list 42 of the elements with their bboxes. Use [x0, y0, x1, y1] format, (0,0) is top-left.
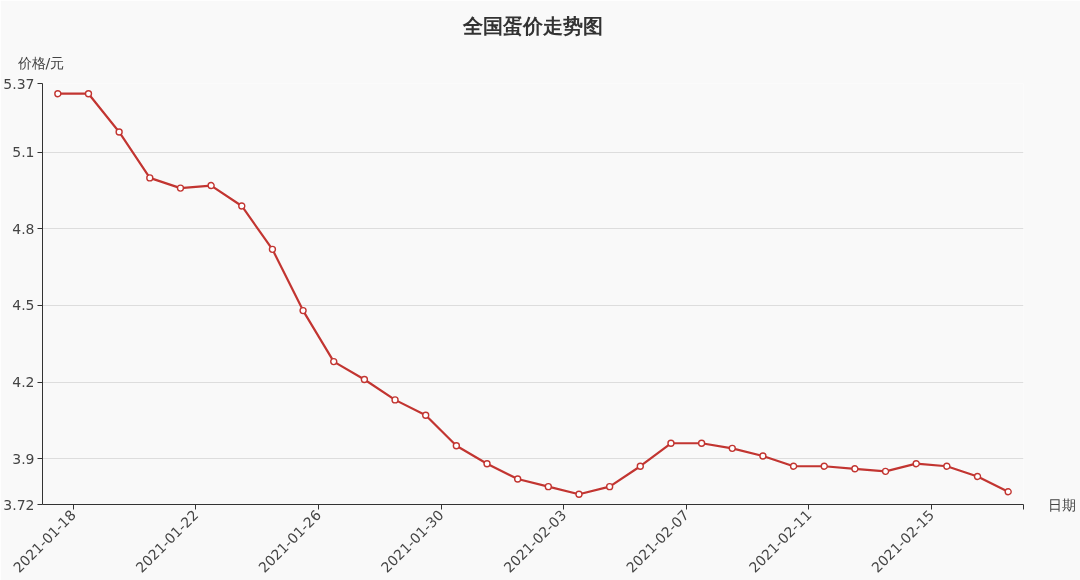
point — [943, 462, 951, 470]
point — [207, 181, 215, 190]
y-tick-label: 5.1 — [12, 144, 35, 161]
point — [360, 375, 369, 384]
point — [759, 452, 767, 460]
point — [697, 439, 706, 447]
point — [605, 482, 614, 491]
x-axis-title: 日期 — [1047, 496, 1076, 513]
y-tick-label: 3.72 — [3, 496, 35, 513]
point — [146, 174, 154, 182]
point — [513, 475, 522, 483]
point — [330, 357, 338, 366]
point — [667, 439, 675, 447]
y-tick-label: 4.5 — [12, 297, 35, 314]
point — [789, 462, 798, 470]
point — [115, 128, 123, 136]
point — [912, 459, 920, 468]
point — [238, 202, 246, 210]
point — [84, 90, 93, 98]
point — [452, 442, 461, 450]
point — [575, 490, 583, 498]
y-tick-label: 4.8 — [12, 220, 35, 237]
point — [636, 462, 644, 470]
y-tick-label: 3.9 — [12, 450, 35, 467]
point — [881, 467, 890, 476]
point — [851, 465, 859, 473]
point — [820, 462, 828, 470]
point — [268, 245, 277, 254]
point — [54, 90, 62, 98]
point — [973, 472, 982, 481]
point — [544, 482, 553, 491]
y-tick-label: 4.2 — [12, 374, 35, 391]
point — [176, 184, 185, 192]
y-axis-title: 价格/元 — [16, 55, 65, 71]
y-tick-label: 5.37 — [3, 75, 35, 92]
point — [1004, 488, 1012, 496]
point — [391, 396, 399, 404]
point — [422, 411, 430, 419]
chart-title: 全国蛋价走势图 — [462, 13, 603, 38]
point — [299, 306, 307, 315]
point — [728, 444, 736, 453]
point — [483, 459, 491, 468]
